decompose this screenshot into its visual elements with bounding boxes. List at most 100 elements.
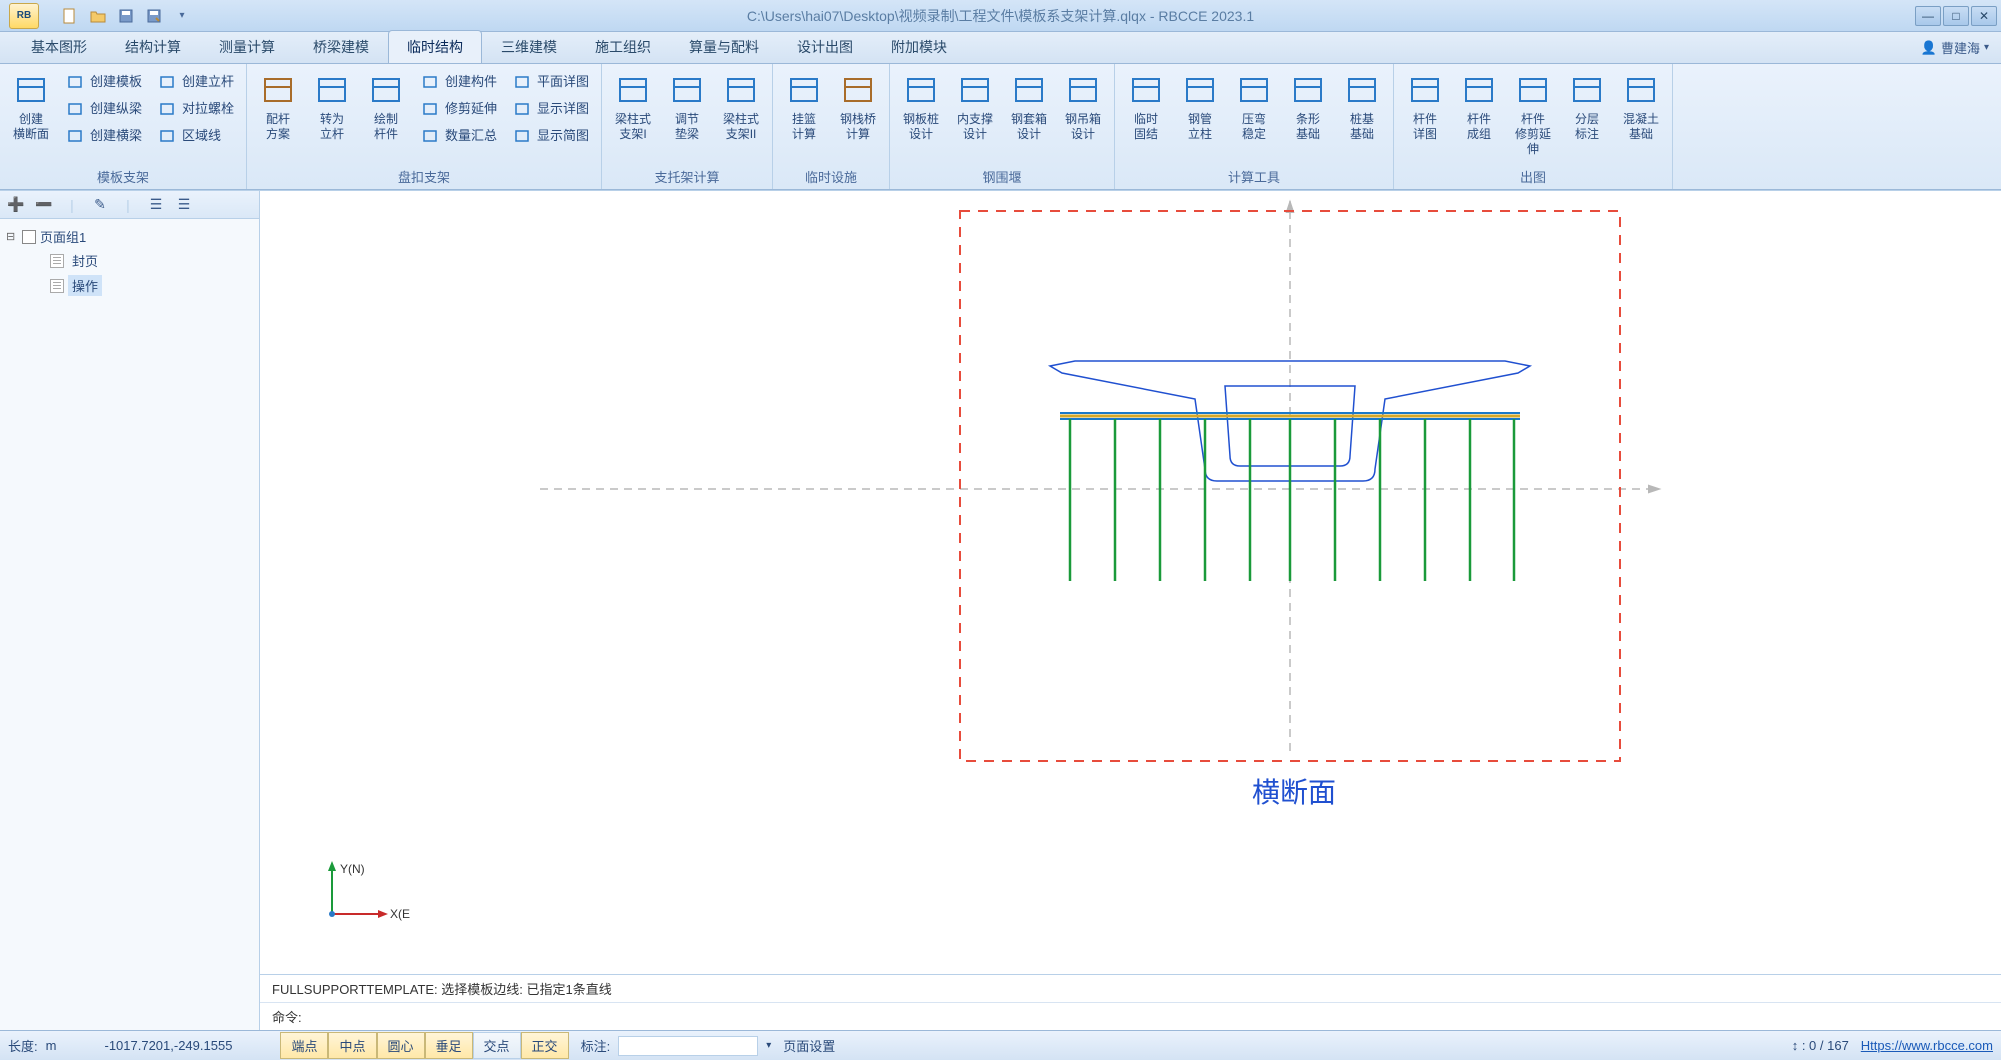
ribbon-group-5: 临时固结钢管立柱压弯稳定条形基础桩基基础计算工具 — [1115, 64, 1394, 189]
main-area: ➕ ➖ | ✎ | ☰ ☰ ⊟ 页面组1 封页操作 横断面 — [0, 190, 2001, 1030]
tree-root[interactable]: ⊟ 页面组1 — [6, 225, 253, 248]
ribbon-small-icon — [158, 99, 176, 117]
indent-icon[interactable]: ☰ — [174, 195, 194, 215]
ribbon-btn-label: 创建横断面 — [13, 112, 49, 142]
ribbon: 创建横断面创建模板创建纵梁创建横梁创建立杆对拉螺栓区域线模板支架配杆方案转为立杆… — [0, 64, 2001, 190]
ribbon-small-1-0-1[interactable]: 修剪延伸 — [415, 95, 503, 120]
ribbon-btn-6-0[interactable]: 杆件详图 — [1400, 68, 1450, 146]
menu-tab-2[interactable]: 测量计算 — [200, 30, 294, 63]
app-logo: RB — [9, 3, 39, 29]
snap-5[interactable]: 正交 — [521, 1032, 569, 1059]
ribbon-btn-1-2[interactable]: 绘制杆件 — [361, 68, 411, 146]
new-file-icon[interactable] — [58, 5, 82, 27]
snap-1[interactable]: 中点 — [328, 1032, 376, 1059]
ribbon-group-label: 计算工具 — [1121, 167, 1387, 189]
ribbon-small-0-0-1[interactable]: 创建纵梁 — [60, 95, 148, 120]
minimize-button[interactable]: — — [1915, 6, 1941, 26]
remove-page-icon[interactable]: ➖ — [34, 195, 54, 215]
ribbon-btn-4-0[interactable]: 钢板桩设计 — [896, 68, 946, 146]
ribbon-btn-label: 混凝土基础 — [1623, 112, 1659, 142]
ribbon-btn-2-0[interactable]: 梁柱式支架I — [608, 68, 658, 146]
save-icon[interactable] — [114, 5, 138, 27]
ribbon-btn-4-2[interactable]: 钢套箱设计 — [1004, 68, 1054, 146]
ribbon-btn-4-1[interactable]: 内支撑设计 — [950, 68, 1000, 146]
snap-0[interactable]: 端点 — [280, 1032, 328, 1059]
ribbon-small-1-0-2[interactable]: 数量汇总 — [415, 122, 503, 147]
ribbon-small-icon — [66, 126, 84, 144]
ribbon-btn-5-4[interactable]: 桩基基础 — [1337, 68, 1387, 146]
ribbon-small-1-1-2[interactable]: 显示简图 — [507, 122, 595, 147]
ribbon-icon — [903, 72, 939, 108]
ribbon-btn-label: 内支撑设计 — [957, 112, 993, 142]
ribbon-icon — [1407, 72, 1443, 108]
ribbon-btn-3-1[interactable]: 钢栈桥计算 — [833, 68, 883, 146]
ribbon-btn-4-3[interactable]: 钢吊箱设计 — [1058, 68, 1108, 146]
ribbon-btn-5-0[interactable]: 临时固结 — [1121, 68, 1171, 146]
tree-item-1[interactable]: 操作 — [6, 273, 253, 298]
ribbon-icon — [1461, 72, 1497, 108]
length-unit: m — [46, 1038, 57, 1053]
outdent-icon[interactable]: ☰ — [146, 195, 166, 215]
tree-item-0[interactable]: 封页 — [6, 248, 253, 273]
snap-2[interactable]: 圆心 — [377, 1032, 425, 1059]
menu-tab-5[interactable]: 三维建模 — [482, 30, 576, 63]
command-input[interactable] — [306, 1009, 1989, 1024]
ribbon-btn-label: 转为立杆 — [320, 112, 344, 142]
ribbon-group-label: 出图 — [1400, 167, 1666, 189]
close-button[interactable]: ✕ — [1971, 6, 1997, 26]
maximize-button[interactable]: □ — [1943, 6, 1969, 26]
mark-input[interactable] — [618, 1036, 758, 1056]
website-link[interactable]: Https://www.rbcce.com — [1861, 1038, 1993, 1053]
ribbon-small-0-0-2[interactable]: 创建横梁 — [60, 122, 148, 147]
ribbon-small-1-0-0[interactable]: 创建构件 — [415, 68, 503, 93]
ribbon-btn-6-1[interactable]: 杆件成组 — [1454, 68, 1504, 146]
ribbon-icon — [840, 72, 876, 108]
menu-tab-4[interactable]: 临时结构 — [388, 30, 482, 63]
ribbon-btn-6-2[interactable]: 杆件修剪延伸 — [1508, 68, 1558, 161]
menu-tab-0[interactable]: 基本图形 — [12, 30, 106, 63]
menu-tab-1[interactable]: 结构计算 — [106, 30, 200, 63]
ribbon-small-0-1-1[interactable]: 对拉螺栓 — [152, 95, 240, 120]
ribbon-btn-6-4[interactable]: 混凝土基础 — [1616, 68, 1666, 146]
ribbon-small-0-1-2[interactable]: 区域线 — [152, 122, 240, 147]
ribbon-group-6: 杆件详图杆件成组杆件修剪延伸分层标注混凝土基础出图 — [1394, 64, 1673, 189]
save-as-icon[interactable] — [142, 5, 166, 27]
command-line[interactable]: 命令: — [260, 1003, 2001, 1030]
ribbon-small-1-1-1[interactable]: 显示详图 — [507, 95, 595, 120]
ribbon-btn-3-0[interactable]: 挂篮计算 — [779, 68, 829, 146]
ribbon-btn-5-3[interactable]: 条形基础 — [1283, 68, 1333, 146]
menu-tab-3[interactable]: 桥梁建模 — [294, 30, 388, 63]
ribbon-small-label: 创建模板 — [90, 71, 142, 90]
ribbon-btn-1-0[interactable]: 配杆方案 — [253, 68, 303, 146]
open-file-icon[interactable] — [86, 5, 110, 27]
ribbon-btn-5-1[interactable]: 钢管立柱 — [1175, 68, 1225, 146]
ribbon-small-icon — [513, 72, 531, 90]
menu-tab-6[interactable]: 施工组织 — [576, 30, 670, 63]
ribbon-btn-1-1[interactable]: 转为立杆 — [307, 68, 357, 146]
add-page-icon[interactable]: ➕ — [6, 195, 26, 215]
menu-tab-9[interactable]: 附加模块 — [872, 30, 966, 63]
menu-tab-7[interactable]: 算量与配料 — [670, 30, 778, 63]
user-info[interactable]: 👤 曹建海 ▾ — [1921, 38, 1989, 57]
ribbon-btn-2-2[interactable]: 梁柱式支架II — [716, 68, 766, 146]
ribbon-small-1-1-0[interactable]: 平面详图 — [507, 68, 595, 93]
edit-icon[interactable]: ✎ — [90, 195, 110, 215]
ribbon-small-label: 数量汇总 — [445, 125, 497, 144]
snap-4[interactable]: 交点 — [473, 1032, 521, 1059]
drawing-canvas[interactable]: 横断面 Y(N) X(E) — [260, 191, 2001, 974]
snap-3[interactable]: 垂足 — [425, 1032, 473, 1059]
ribbon-btn-6-3[interactable]: 分层标注 — [1562, 68, 1612, 146]
ribbon-btn-5-2[interactable]: 压弯稳定 — [1229, 68, 1279, 146]
ribbon-btn-0-0[interactable]: 创建横断面 — [6, 68, 56, 146]
tree-root-label: 页面组1 — [40, 227, 86, 246]
ribbon-small-icon — [158, 72, 176, 90]
collapse-icon[interactable]: ⊟ — [6, 230, 18, 243]
menu-tab-8[interactable]: 设计出图 — [778, 30, 872, 63]
ribbon-btn-2-1[interactable]: 调节垫梁 — [662, 68, 712, 146]
ribbon-btn-label: 压弯稳定 — [1242, 112, 1266, 142]
ribbon-small-0-1-0[interactable]: 创建立杆 — [152, 68, 240, 93]
statusbar: 长度: m -1017.7201,-249.1555 端点中点圆心垂足交点正交 … — [0, 1030, 2001, 1060]
qat-dropdown-icon[interactable]: ▾ — [170, 5, 194, 27]
ribbon-small-0-0-0[interactable]: 创建模板 — [60, 68, 148, 93]
page-settings[interactable]: 页面设置 — [783, 1036, 835, 1055]
